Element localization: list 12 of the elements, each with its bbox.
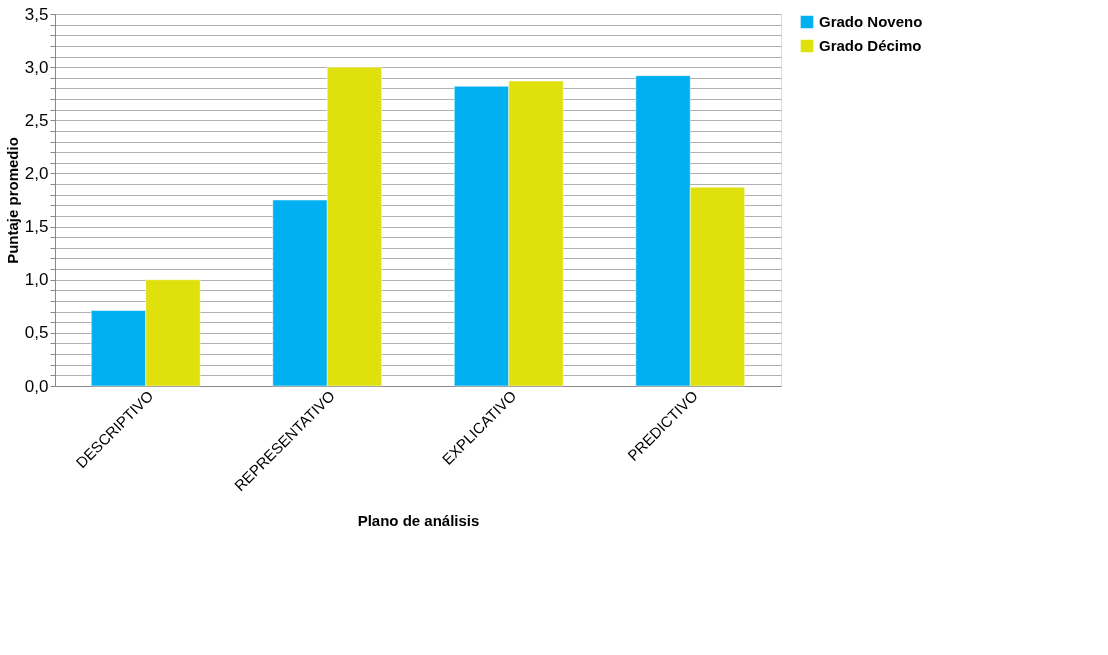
y-tick-label: 3,0	[24, 57, 49, 77]
y-tick-label: 1,0	[24, 270, 49, 290]
y-tick-label: 2,5	[24, 110, 49, 130]
y-tick-label: 0,0	[24, 376, 49, 396]
x-axis-title: Plano de análisis	[357, 512, 480, 530]
y-tick-label: 2,0	[24, 163, 49, 183]
legend-label: Grado Noveno	[819, 13, 923, 30]
y-tick-label: 1,5	[24, 217, 49, 237]
legend-label: Grado Décimo	[819, 37, 922, 54]
y-tick-label: 0,5	[24, 323, 49, 343]
y-tick-label: 3,5	[24, 4, 49, 24]
y-axis-title: Puntaje promedio	[3, 137, 21, 264]
